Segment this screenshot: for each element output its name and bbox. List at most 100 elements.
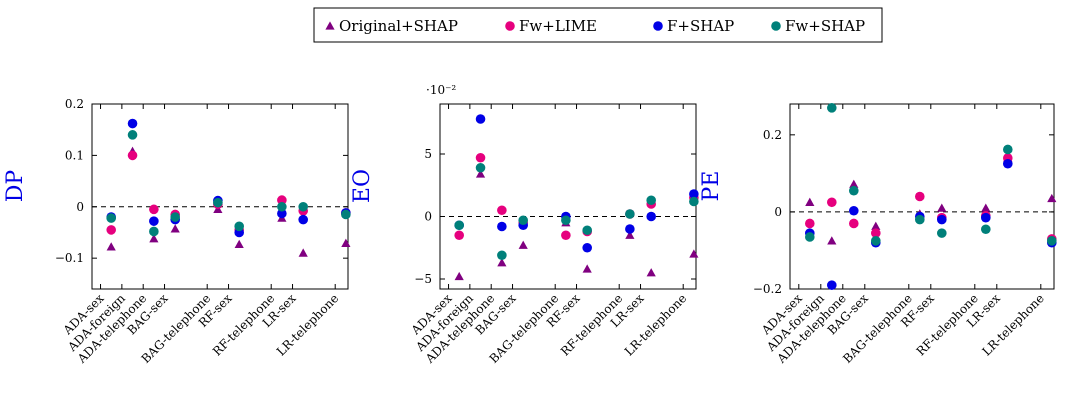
data-point: [915, 214, 925, 225]
data-point: [937, 228, 947, 238]
legend-box: [313, 7, 883, 43]
data-point: [341, 238, 351, 247]
data-point: [646, 211, 656, 222]
data-point: [454, 230, 465, 241]
data-point: [298, 248, 308, 257]
data-point: [849, 185, 859, 196]
data-point: [937, 203, 947, 212]
data-point: [646, 268, 656, 277]
data-point: [805, 197, 815, 206]
data-point: [497, 258, 507, 267]
data-point: [127, 130, 138, 140]
data-point: [849, 218, 859, 229]
data-point: [625, 224, 635, 234]
data-point: [341, 209, 351, 220]
legend-label: Original+SHAP: [339, 17, 458, 35]
plot-frame: [439, 103, 697, 290]
data-point: [454, 220, 465, 231]
data-point: [689, 249, 699, 258]
data-point: [689, 189, 699, 199]
data-point: [871, 236, 881, 246]
plot-frame: [91, 103, 349, 290]
data-point: [646, 195, 656, 206]
legend-label: Fw+LIME: [519, 17, 597, 35]
y-tick-label: 0: [76, 200, 84, 214]
legend-marker: [505, 21, 515, 31]
data-point: [106, 242, 116, 251]
data-point: [827, 103, 837, 113]
data-point: [234, 239, 244, 248]
data-point: [497, 221, 507, 232]
charts: −0.100.10.2ADA-sexADA-foreignADA-telepho…: [3, 83, 1057, 366]
data-point: [277, 201, 287, 212]
y-tick-label: −0.2: [753, 282, 782, 296]
data-point: [561, 230, 571, 241]
legend-marker: [771, 21, 781, 31]
y-tick-label: 0.1: [65, 148, 84, 162]
data-point: [849, 205, 859, 216]
data-point: [871, 228, 881, 238]
data-point: [981, 224, 991, 235]
y-tick-label: 5: [424, 147, 432, 161]
legend: Original+SHAP Fw+LIME F+SHAP Fw+SHAP: [313, 7, 883, 43]
chart-pe: −0.200.2ADA-sexADA-foreignADA-telephoneB…: [699, 103, 1057, 366]
data-point: [475, 114, 486, 124]
data-point: [106, 225, 116, 235]
data-point: [915, 191, 925, 202]
data-point: [170, 212, 180, 222]
y-axis-label: DP: [3, 170, 28, 203]
data-point: [937, 214, 947, 225]
data-point: [454, 271, 464, 281]
y-tick-label: 0: [774, 205, 782, 219]
y-axis-label: PE: [699, 171, 724, 202]
data-point: [277, 208, 287, 219]
data-point: [1003, 158, 1013, 169]
data-point: [518, 215, 528, 226]
data-point: [871, 221, 881, 230]
data-point: [1003, 144, 1013, 155]
chart-eo: −505ADA-sexADA-foreignADA-telephoneBAG-s…: [350, 83, 699, 366]
data-point: [582, 264, 592, 273]
plot-frame: [789, 103, 1055, 290]
data-point: [582, 225, 592, 236]
data-point: [475, 162, 486, 173]
data-point: [234, 221, 244, 232]
y-tick-label: 0.2: [763, 128, 782, 142]
data-point: [497, 250, 507, 261]
data-point: [149, 216, 159, 226]
data-point: [518, 240, 528, 249]
legend-marker: [653, 21, 663, 31]
legend-label: F+SHAP: [667, 17, 734, 35]
data-point: [827, 197, 837, 208]
data-point: [849, 179, 859, 188]
data-point: [149, 204, 159, 215]
data-point: [127, 150, 138, 161]
scale-label: ·10⁻²: [426, 83, 456, 97]
data-point: [277, 195, 287, 205]
data-point: [213, 197, 223, 208]
data-point: [170, 224, 180, 233]
y-tick-label: −0.1: [55, 251, 84, 265]
data-point: [127, 118, 138, 129]
data-point: [827, 236, 837, 245]
y-tick-label: 0: [424, 210, 432, 224]
data-point: [298, 201, 309, 212]
data-point: [981, 203, 991, 212]
data-point: [298, 214, 309, 225]
data-point: [805, 218, 815, 229]
data-point: [475, 169, 486, 178]
legend-label: Fw+SHAP: [785, 17, 865, 35]
data-point: [1047, 236, 1057, 246]
data-point: [625, 230, 635, 239]
data-point: [827, 280, 837, 290]
data-point: [805, 232, 815, 242]
data-point: [689, 196, 699, 207]
data-point: [475, 152, 486, 163]
y-axis-label: EO: [350, 169, 375, 203]
y-tick-label: 0.2: [65, 97, 84, 111]
data-point: [106, 213, 116, 223]
data-point: [625, 209, 635, 219]
legend-marker: [325, 21, 335, 30]
data-point: [582, 242, 592, 253]
